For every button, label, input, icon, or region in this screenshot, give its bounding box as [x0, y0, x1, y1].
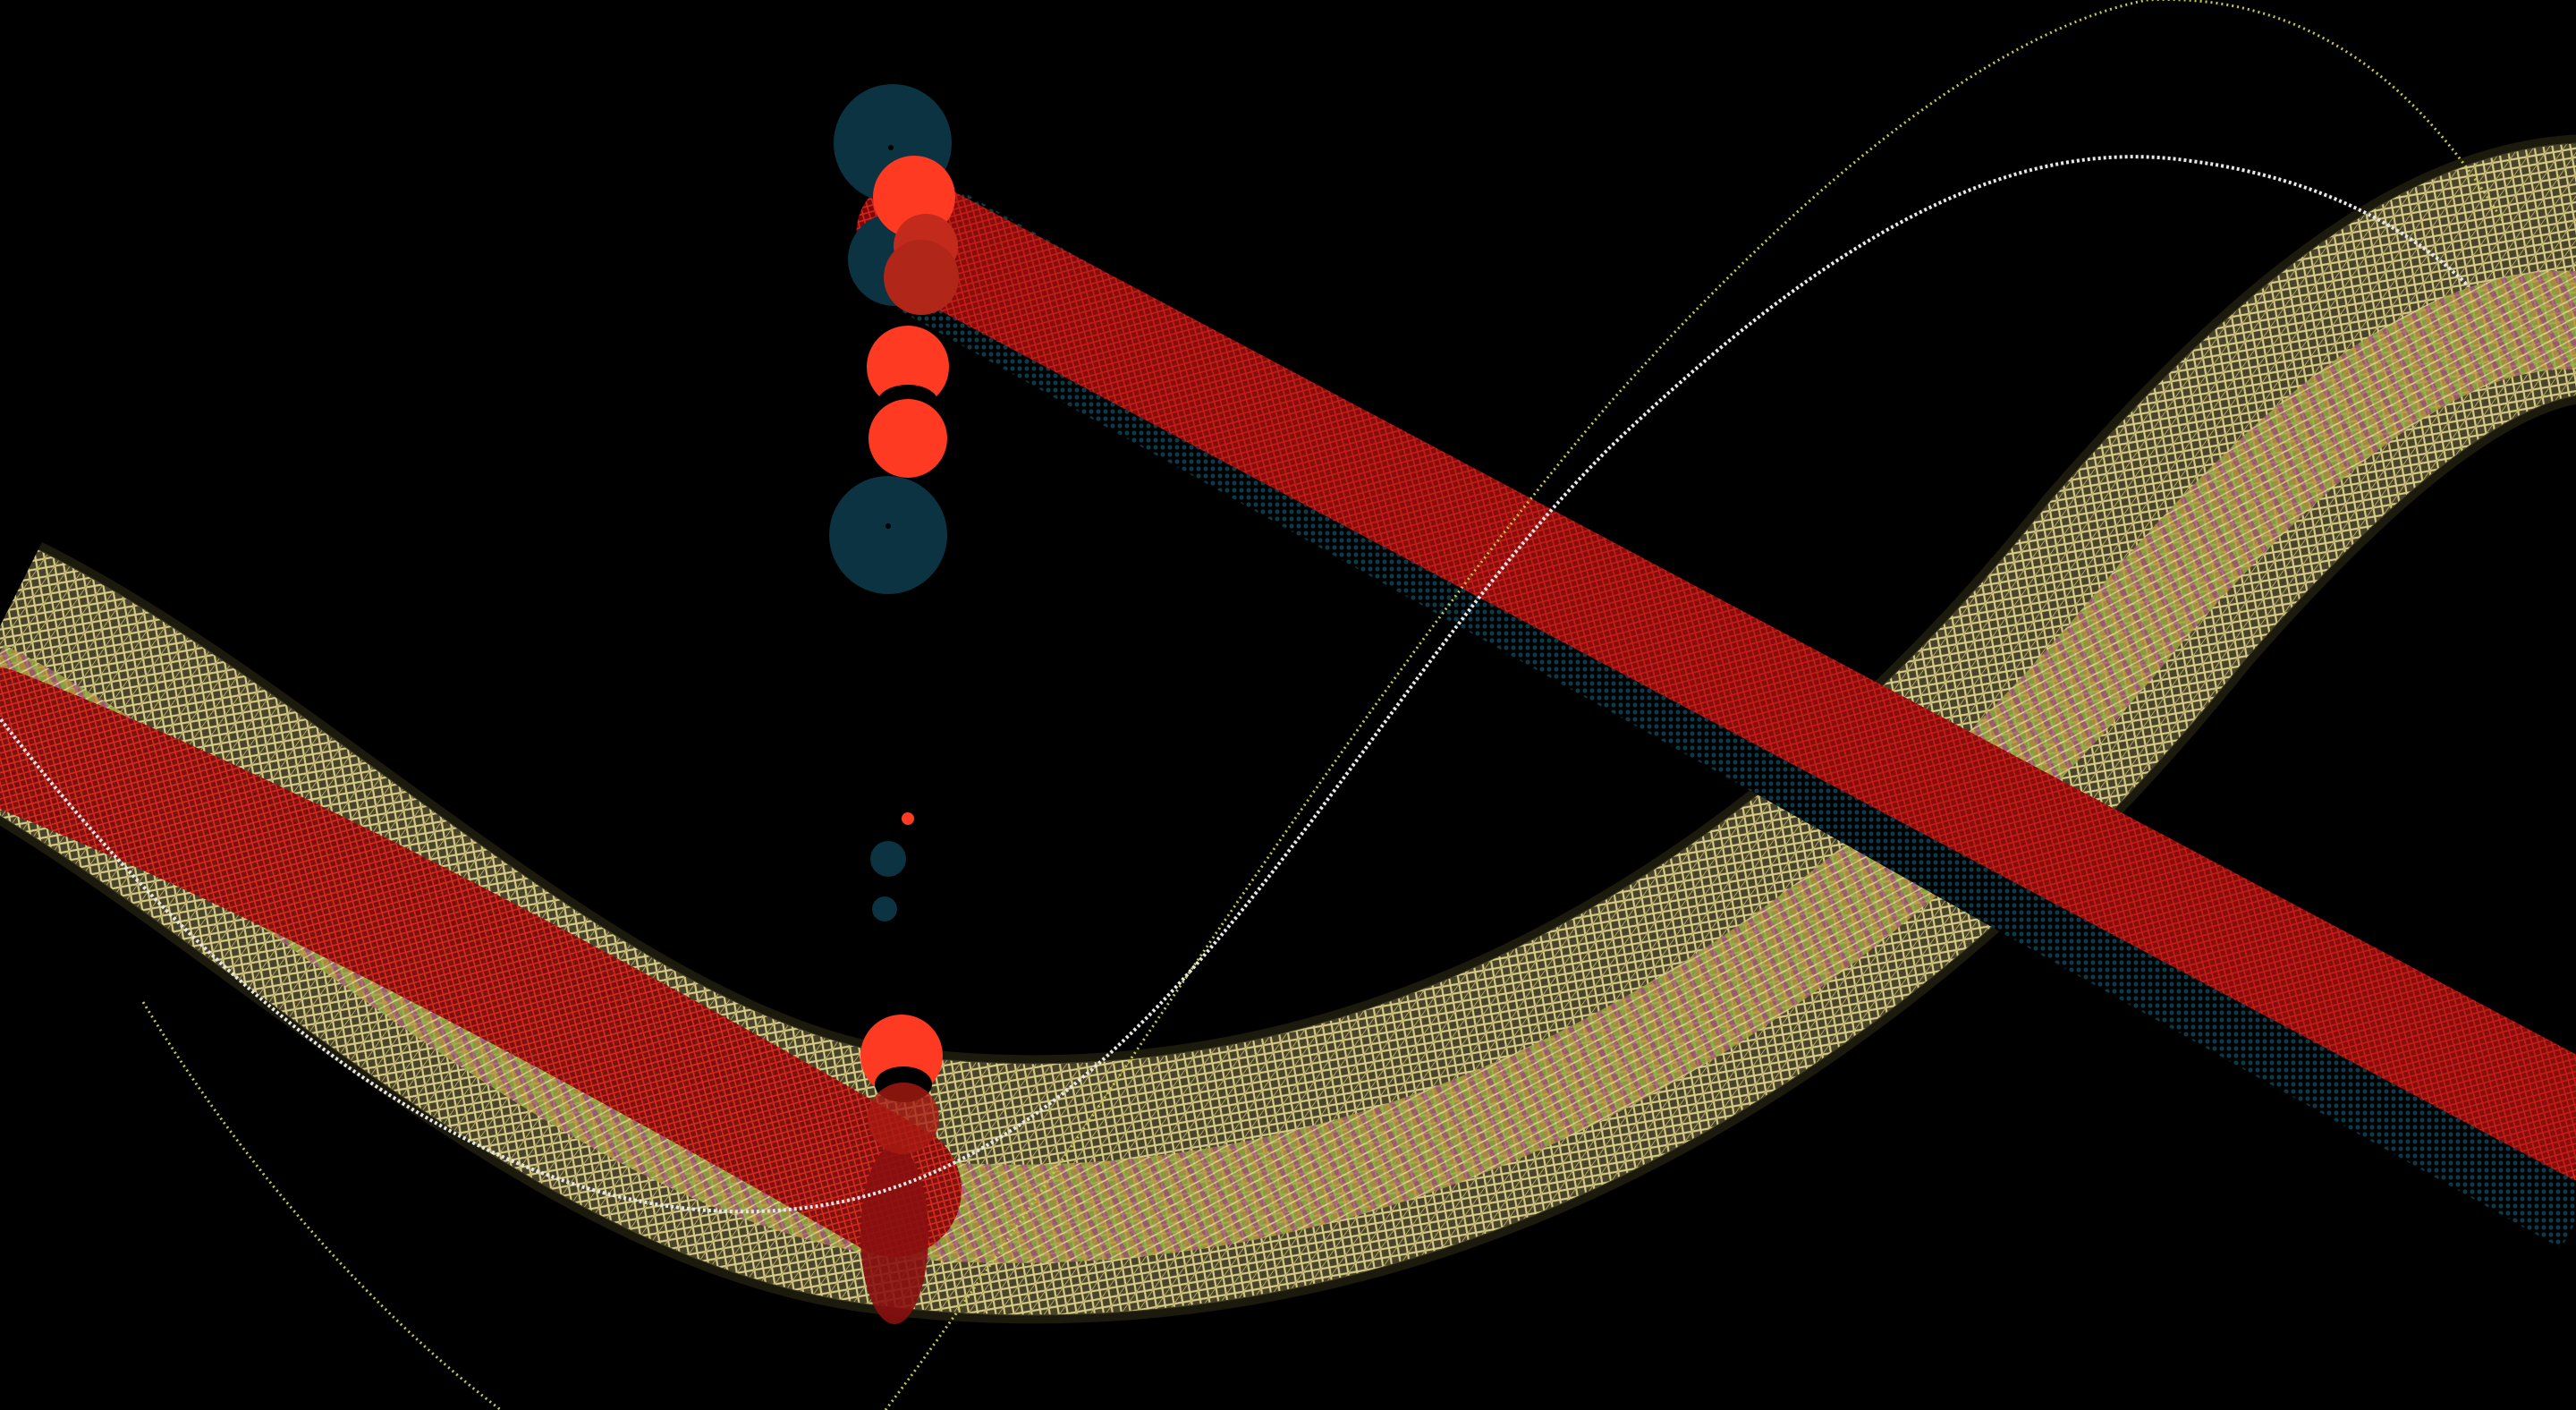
- red-diagonal-band: [856, 176, 2576, 1249]
- yellow-dotted-curve: [141, 0, 2506, 1410]
- disc-column: [829, 84, 959, 1154]
- white-dotted-curve: [0, 155, 2470, 1214]
- red-left-band: [0, 667, 962, 1324]
